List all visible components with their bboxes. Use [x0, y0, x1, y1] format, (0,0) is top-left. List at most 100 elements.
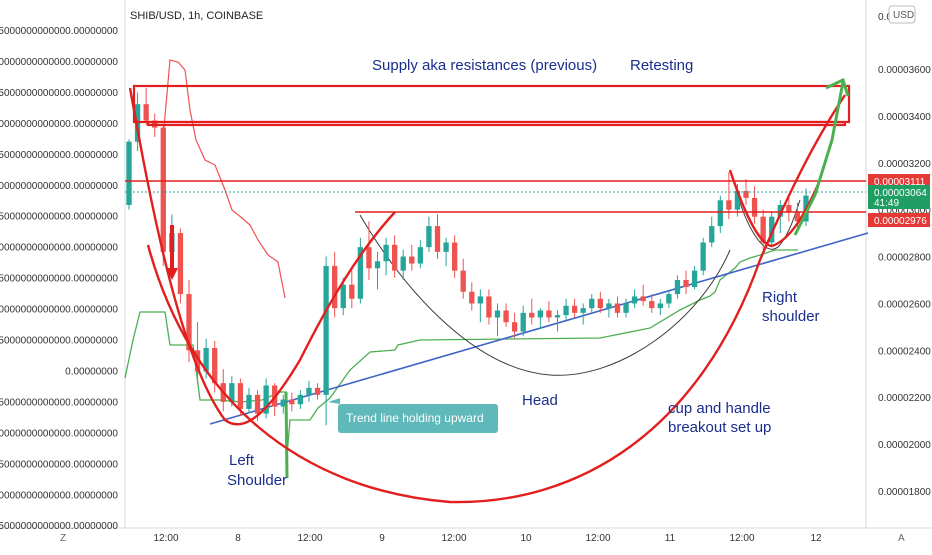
candle-body: [332, 265, 338, 309]
right-axis-top-label: 0.0: [878, 12, 892, 23]
price-badge-label: 0.00003064: [874, 188, 927, 199]
auto-scale-button[interactable]: A: [898, 533, 905, 544]
time-axis-tick: 12:00: [585, 533, 610, 544]
left-axis-tick: -5000000000000.00000000: [0, 397, 118, 408]
candle-body: [743, 190, 749, 198]
candle-body: [409, 256, 415, 264]
left-shoulder-label-2: Shoulder: [227, 472, 287, 489]
candle-body: [554, 315, 561, 318]
candle-body: [280, 399, 286, 407]
left-axis-tick: 5000000000000.00000000: [0, 336, 118, 347]
candle-body: [263, 385, 269, 414]
candle-body: [374, 261, 381, 269]
candle-body: [443, 242, 449, 252]
candle-body: [400, 256, 406, 271]
right-axis-tick: 0.00002600: [878, 299, 931, 310]
price-badge: [868, 213, 930, 227]
left-axis[interactable]: 55000000000000.00000000 50000000000000.00…: [0, 26, 118, 532]
time-axis-tick: 12:00: [297, 533, 322, 544]
candle-body: [460, 270, 466, 292]
candle-body: [691, 270, 698, 288]
candle-body: [520, 312, 526, 332]
candle-body: [392, 244, 398, 271]
left-axis-tick: -10000000000000.00000000: [0, 428, 118, 439]
candle-body: [640, 296, 646, 302]
candle-body: [546, 310, 552, 318]
candle-body: [666, 294, 672, 304]
left-axis-tick: -25000000000000.00000000: [0, 521, 118, 532]
candle-body: [469, 291, 475, 304]
time-axis[interactable]: 12:00 8 12:00 9 12:00 10 12:00 11 12:00 12: [153, 533, 822, 544]
handle-arc: [734, 184, 801, 250]
head-label: Head: [522, 392, 558, 409]
candle-body: [683, 280, 689, 288]
candle-body: [254, 394, 261, 414]
candle-body: [203, 347, 209, 372]
right-shoulder-label-1: Right: [762, 289, 798, 306]
time-axis-tick: 12:00: [441, 533, 466, 544]
candle-body: [597, 298, 603, 309]
candle-body: [383, 244, 389, 262]
candle-body: [357, 247, 364, 299]
candle-body: [340, 284, 346, 309]
candle-body: [606, 303, 612, 309]
candle-body: [511, 322, 518, 332]
left-axis-tick: 15000000000000.00000000: [0, 274, 118, 285]
right-axis-tick: 0.00003200: [878, 159, 931, 170]
candle-body: [477, 296, 484, 304]
right-axis-tick: 0.00001800: [878, 487, 931, 498]
time-axis-tick: 9: [379, 533, 385, 544]
supply-label: Supply aka resistances (previous): [372, 57, 597, 74]
candle-body: [529, 312, 535, 318]
currency-button[interactable]: [888, 5, 916, 24]
price-badge: [868, 174, 930, 188]
candle-body: [657, 303, 663, 309]
candle-body: [503, 310, 509, 323]
left-shoulder-arc: [128, 87, 396, 426]
cup-arc: [146, 94, 846, 504]
time-axis-tick: 12:00: [153, 533, 178, 544]
candle-body: [777, 204, 783, 217]
time-axis-tick: 8: [235, 533, 241, 544]
candle-body: [734, 190, 741, 210]
candle-body: [306, 387, 312, 395]
candlestick-series[interactable]: [126, 87, 809, 426]
down-arrow-icon: [166, 268, 178, 280]
candle-body: [649, 301, 655, 309]
candle-body: [160, 127, 166, 252]
projection-arrow-head-icon: [825, 77, 850, 97]
candle-body: [289, 399, 295, 405]
left-shoulder-label-1: Left: [229, 452, 255, 469]
candle-body: [751, 197, 758, 217]
time-axis-tick: 12: [810, 533, 822, 544]
left-axis-tick: 40000000000000.00000000: [0, 119, 118, 130]
right-price-axis[interactable]: 0.0 0.00003600 0.00003400 0.00003200 0.00003…: [878, 12, 931, 498]
auto-scale-left-button[interactable]: Z: [60, 533, 66, 544]
symbol-title: SHIB/USD, 1h, COINBASE: [130, 10, 263, 22]
candle-body: [786, 204, 792, 213]
candle-body: [434, 226, 441, 252]
projection-arrow: [793, 81, 845, 236]
candle-body: [717, 200, 723, 227]
candle-body: [674, 280, 681, 295]
candle-body: [623, 303, 629, 313]
price-badge-label: 0.00002976: [874, 216, 927, 227]
left-axis-tick: 30000000000000.00000000: [0, 181, 118, 192]
left-axis-tick: 50000000000000.00000000: [0, 57, 118, 68]
candle-body: [212, 347, 218, 384]
left-axis-tick: 35000000000000.00000000: [0, 150, 118, 161]
right-axis-tick: 0.00003400: [878, 112, 931, 123]
candle-body: [726, 200, 732, 210]
candle-body: [194, 350, 201, 372]
left-axis-tick: -15000000000000.00000000: [0, 459, 118, 470]
candle-body: [246, 394, 252, 409]
cup-label-2: breakout set up: [668, 419, 771, 436]
candle-body: [366, 247, 372, 269]
candle-body: [314, 387, 321, 395]
candle-body: [143, 104, 149, 121]
candle-body: [631, 296, 638, 304]
